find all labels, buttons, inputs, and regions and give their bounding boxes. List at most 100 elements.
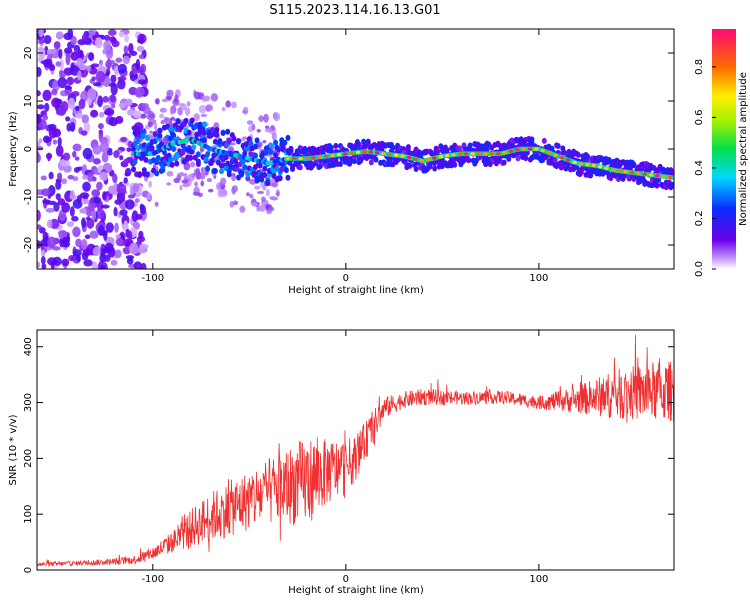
ridge-peak [362,149,367,154]
ridge-peak [502,151,507,155]
ridge-halo [285,134,291,141]
noise-blob [69,121,76,132]
noise-blob [137,184,143,194]
noise-blob [65,116,71,122]
noise-blob [48,123,57,131]
noise-blob [146,192,152,201]
ridge-peak [432,156,437,160]
noise-blob [57,136,62,147]
noise-blob [61,202,71,213]
noise-blob [72,143,82,152]
noise-blob [40,249,46,257]
ridge-halo [149,145,155,152]
ridge-peak [400,154,405,158]
ridge-halo [131,146,137,153]
ridge-halo [191,144,197,151]
ridge-halo [435,148,441,155]
ridge-peak [457,152,463,156]
noise-blob [72,150,77,158]
ridge-peak [572,160,577,164]
y-tick-label: 20 [23,47,34,60]
ridge-halo [140,133,146,140]
ridge-peak [540,148,545,153]
ridge-halo [174,160,180,167]
ridge-halo [524,149,530,156]
ridge-halo [271,172,277,179]
noise-blob [99,171,109,181]
noise-blob [219,181,223,188]
noise-blob [87,88,97,100]
noise-blob [230,175,235,181]
ridge-halo [268,149,274,156]
ridge-peak [578,162,584,166]
ridge-peak [495,152,501,156]
noise-blob [127,256,133,262]
ridge-halo [205,165,211,172]
noise-blob [92,176,97,182]
ridge-halo [189,117,195,124]
noise-blob [71,90,80,97]
noise-blob [97,95,103,108]
noise-blob [231,185,239,193]
ridge-halo [506,155,512,162]
ridge-halo [144,171,150,178]
noise-blob [166,182,172,186]
ridge-halo [132,140,138,147]
noise-blob [178,103,184,107]
noise-blob [49,218,60,229]
ridge-halo [288,147,294,154]
ridge-halo [226,138,232,145]
ridge-halo [169,161,175,168]
noise-blob [81,114,89,124]
noise-blob [184,107,191,116]
noise-blob [240,207,245,212]
noise-blob [77,70,82,81]
noise-blob [75,238,82,248]
noise-blob [88,52,95,62]
noise-blob [95,208,105,220]
ridge-peak [394,153,399,157]
x-tick-label: 0 [343,574,349,585]
noise-blob [51,88,58,96]
ridge-halo [405,144,411,151]
noise-blob [94,37,103,49]
noise-blob [41,263,47,269]
noise-blob [113,65,119,76]
noise-blob [126,147,132,152]
noise-blob [161,98,168,103]
noise-blob [246,120,254,125]
noise-blob [256,128,261,133]
noise-blob [38,39,45,44]
noise-blob [258,141,263,147]
ridge-peak [655,174,660,178]
noise-blob [205,104,213,112]
noise-blob [37,141,41,147]
x-tick-label: -100 [141,574,164,585]
spectrogram-y-label: Frequency (Hz) [8,111,19,187]
noise-blob [96,181,103,191]
noise-blob [99,265,106,269]
ridge-peak [343,152,348,156]
ridge-peak [642,172,647,176]
ridge-halo [195,158,201,165]
y-tick-label: 0 [23,567,34,573]
noise-blob [83,122,91,134]
colorbar-ticks: 0.0 0.2 0.4 0.6 0.8 [694,59,716,277]
noise-blob [174,94,179,104]
noise-blob [48,171,54,180]
ridge-peak [521,147,526,151]
noise-blob [37,46,44,52]
ridge-peak [597,165,603,169]
noise-blob [182,182,190,188]
ridge-halo [220,129,226,136]
ridge-peak [464,152,469,156]
noise-blob [117,79,126,90]
ridge-halo [254,137,260,144]
ridge-halo [143,156,149,163]
spectrogram-x-label: Height of straight line (km) [288,285,424,296]
noise-blob [200,113,208,118]
noise-blob [40,175,47,181]
noise-blob [81,217,87,228]
noise-blob [58,70,64,76]
ridge-peak [298,157,303,161]
